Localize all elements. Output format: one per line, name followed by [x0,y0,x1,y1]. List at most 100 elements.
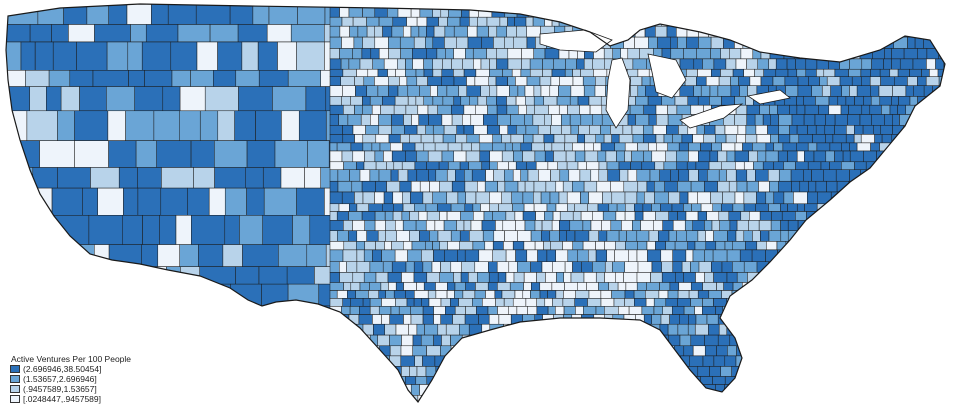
county-cell [407,169,417,182]
county-cell [871,191,885,205]
county-cell [821,249,833,263]
county-cell [743,191,757,205]
county-cell [414,161,427,171]
county-cell [593,334,608,347]
county-cell [126,4,152,25]
county-cell [863,96,872,106]
county-cell [654,384,669,396]
county-cell [637,85,646,97]
county-cell [791,282,801,291]
county-cell [602,405,610,414]
county-cell [427,290,437,299]
county-cell [564,395,576,402]
county-cell [472,241,486,251]
county-cell [633,405,642,414]
county-cell [687,191,698,205]
county-cell [705,76,720,86]
county-cell [424,323,439,336]
county-cell [51,187,83,216]
county-cell [764,306,780,315]
county-cell [339,48,353,60]
county-cell [522,314,536,325]
county-cell [441,76,455,86]
county-cell [732,282,743,291]
county-cell [823,334,834,347]
county-cell [526,25,541,38]
county-cell [756,261,769,273]
county-cell [504,142,513,152]
county-cell [337,314,350,325]
county-cell [549,191,560,205]
county-cell [461,142,472,152]
county-cell [668,355,681,367]
county-cell [539,282,553,291]
county-cell [852,334,866,347]
county-cell [917,261,929,273]
county-cell [526,366,539,377]
county-cell [433,306,446,315]
county-cell [817,282,829,291]
county-cell [340,355,349,367]
county-cell [929,203,941,212]
county-cell [572,142,585,152]
county-cell [560,384,573,396]
county-cell [831,249,840,263]
county-cell [501,376,517,385]
county-cell [853,134,862,144]
county-cell [923,345,932,357]
county-cell [863,203,871,212]
county-cell [145,24,179,43]
county-cell [660,249,673,263]
county-cell [663,161,677,171]
county-cell [344,395,353,402]
county-cell [391,261,407,273]
county-cell [924,181,933,193]
county-cell [808,384,823,396]
county-cell [652,125,667,135]
county-cell [717,181,730,193]
county-cell [443,125,458,135]
county-cell [526,104,535,115]
county-cell [213,305,231,334]
county-cell [813,241,828,251]
county-cell [726,249,741,263]
county-cell [566,191,581,205]
county-cell [467,36,482,49]
county-cell [543,241,551,251]
county-cell [496,104,508,115]
county-cell [811,395,822,402]
county-cell [230,305,265,334]
county-cell [378,405,388,414]
county-cell [393,290,406,299]
county-cell [665,298,678,307]
county-cell [580,211,593,221]
county-cell [693,85,702,97]
county-cell [729,220,738,231]
county-cell [605,150,617,163]
county-cell [920,125,929,135]
county-cell [405,58,413,70]
county-cell [815,181,827,193]
county-cell [445,323,460,336]
county-cell [726,150,736,163]
county-cell [795,58,807,70]
county-cell [278,305,312,334]
county-cell [329,366,338,377]
county-cell [505,249,516,263]
county-cell [416,282,425,291]
county-cell [471,169,486,182]
county-cell [252,4,270,25]
county-cell [608,282,619,291]
county-cell [763,366,774,377]
county-cell [521,355,533,367]
county-cell [426,25,435,38]
county-cell [581,334,594,347]
county-cell [807,161,822,171]
county-cell [29,86,47,112]
county-cell [870,68,881,77]
county-cell [587,298,602,307]
county-cell [517,334,529,347]
county-cell [420,134,435,144]
county-cell [636,191,645,205]
county-cell [343,241,357,251]
